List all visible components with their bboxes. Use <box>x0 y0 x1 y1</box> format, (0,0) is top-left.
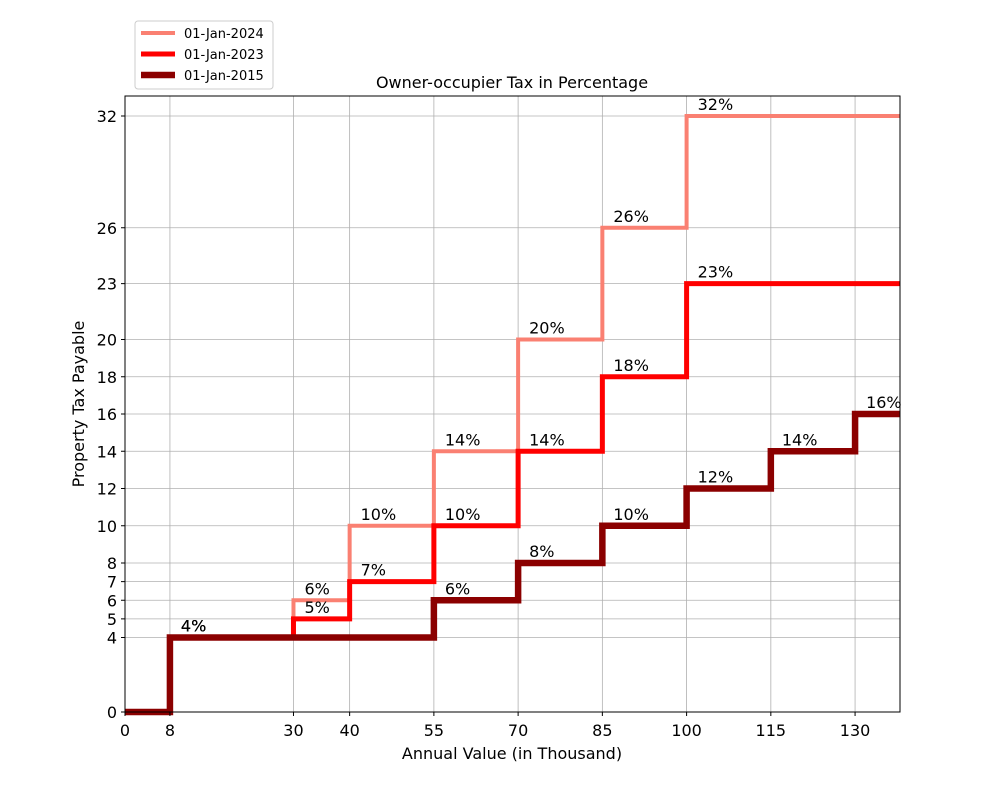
data-label: 10% <box>361 505 397 524</box>
x-tick-label: 0 <box>120 721 130 740</box>
y-tick-label: 4 <box>107 629 117 648</box>
y-tick-label: 5 <box>107 610 117 629</box>
y-tick-label: 32 <box>97 107 117 126</box>
x-tick-label: 40 <box>339 721 359 740</box>
data-label: 4% <box>181 617 206 636</box>
y-tick-label: 12 <box>97 480 117 499</box>
data-label: 14% <box>782 430 818 449</box>
data-label: 14% <box>529 430 565 449</box>
x-tick-label: 130 <box>840 721 871 740</box>
data-label: 6% <box>445 579 470 598</box>
legend-label: 01-Jan-2023 <box>184 48 264 63</box>
plot-frame <box>124 95 901 713</box>
y-tick-label: 16 <box>97 405 117 424</box>
data-label: 18% <box>613 356 649 375</box>
data-label: 23% <box>698 263 734 282</box>
y-tick-label: 0 <box>107 703 117 722</box>
y-axis-title: Property Tax Payable <box>69 321 88 488</box>
data-label: 10% <box>445 505 481 524</box>
x-tick-label: 30 <box>283 721 303 740</box>
y-tick-label: 8 <box>107 554 117 573</box>
series-line-01-Jan-2015 <box>125 410 900 716</box>
data-label: 14% <box>445 430 481 449</box>
axis-ticks: 0 8 30 40 55 70 85 100 115 1300456781012141618202… <box>97 107 871 740</box>
data-label: 4% <box>181 617 206 636</box>
legend: 01-Jan-2024 01-Jan-2023 01-Jan-2015 <box>134 20 274 90</box>
x-tick-label: 8 <box>165 721 175 740</box>
x-tick-label: 115 <box>756 721 787 740</box>
y-tick-label: 10 <box>97 517 117 536</box>
y-tick-label: 7 <box>107 573 117 592</box>
legend-label: 01-Jan-2015 <box>184 69 264 84</box>
x-tick-label: 100 <box>671 721 702 740</box>
y-tick-label: 26 <box>97 219 117 238</box>
chart-title: Owner-occupier Tax in Percentage <box>376 73 648 92</box>
data-label: 26% <box>613 207 649 226</box>
series-lines <box>125 114 900 716</box>
data-label: 5% <box>304 598 329 617</box>
data-label: 7% <box>361 561 386 580</box>
data-labels: 4%6%10%14%20%26%32%4%5%7%10%14%18%23%4%6… <box>181 95 902 636</box>
data-label: 32% <box>698 95 734 114</box>
x-axis-title: Annual Value (in Thousand) <box>402 744 622 763</box>
x-tick-label: 85 <box>592 721 612 740</box>
data-label: 8% <box>529 542 554 561</box>
legend-label: 01-Jan-2024 <box>184 27 264 42</box>
data-label: 16% <box>866 393 902 412</box>
data-label: 6% <box>304 579 329 598</box>
x-tick-label: 70 <box>508 721 528 740</box>
y-tick-label: 18 <box>97 368 117 387</box>
data-label: 4% <box>181 617 206 636</box>
y-tick-label: 23 <box>97 275 117 294</box>
data-label: 12% <box>698 468 734 487</box>
data-label: 10% <box>613 505 649 524</box>
y-tick-label: 6 <box>107 591 117 610</box>
y-tick-label: 20 <box>97 331 117 350</box>
y-tick-label: 14 <box>97 442 117 461</box>
data-label: 20% <box>529 319 565 338</box>
x-tick-label: 55 <box>424 721 444 740</box>
